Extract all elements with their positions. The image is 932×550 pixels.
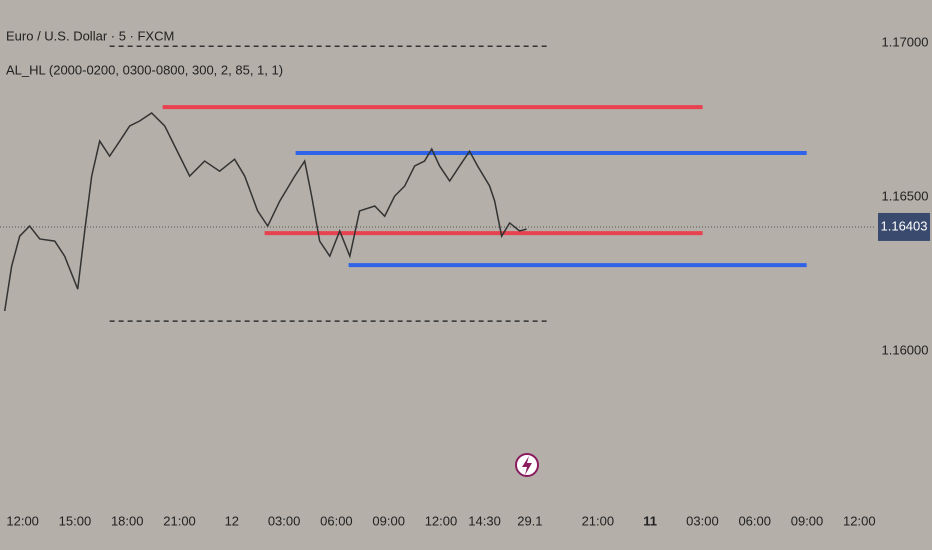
x-tick-label: 12:00 bbox=[843, 513, 876, 528]
chart-title: Euro / U.S. Dollar · 5 · FXCM bbox=[6, 28, 174, 43]
x-tick-label: 14:30 bbox=[468, 513, 501, 528]
indicator-label: AL_HL (2000-0200, 0300-0800, 300, 2, 85,… bbox=[6, 62, 283, 77]
x-tick-label: 29.1 bbox=[517, 513, 542, 528]
price-line bbox=[3, 112, 527, 312]
x-tick-label: 21:00 bbox=[163, 513, 196, 528]
x-tick-label: 09:00 bbox=[372, 513, 405, 528]
y-tick-label: 1.16000 bbox=[882, 342, 929, 357]
last-price-box bbox=[878, 212, 930, 241]
x-tick-label: 15:00 bbox=[59, 513, 92, 528]
x-tick-label: 03:00 bbox=[268, 513, 301, 528]
x-tick-label: 12:00 bbox=[6, 513, 39, 528]
x-tick-label: 12 bbox=[225, 513, 239, 528]
x-tick-label: 03:00 bbox=[686, 513, 719, 528]
bolt[interactable] bbox=[522, 456, 532, 475]
x-tick-label: 06:00 bbox=[738, 513, 771, 528]
x-tick-label: 09:00 bbox=[791, 513, 824, 528]
x-tick-label: 18:00 bbox=[111, 513, 144, 528]
x-tick-label: 06:00 bbox=[320, 513, 353, 528]
x-tick-label: 11 bbox=[643, 513, 657, 528]
x-tick-label: 12:00 bbox=[425, 513, 458, 528]
last-price-label: 1.16403 bbox=[881, 218, 928, 233]
y-tick-label: 1.17000 bbox=[882, 35, 929, 50]
y-tick-label: 1.16500 bbox=[882, 189, 929, 204]
bolt-icon[interactable] bbox=[515, 453, 539, 477]
x-tick-label: 21:00 bbox=[582, 513, 615, 528]
